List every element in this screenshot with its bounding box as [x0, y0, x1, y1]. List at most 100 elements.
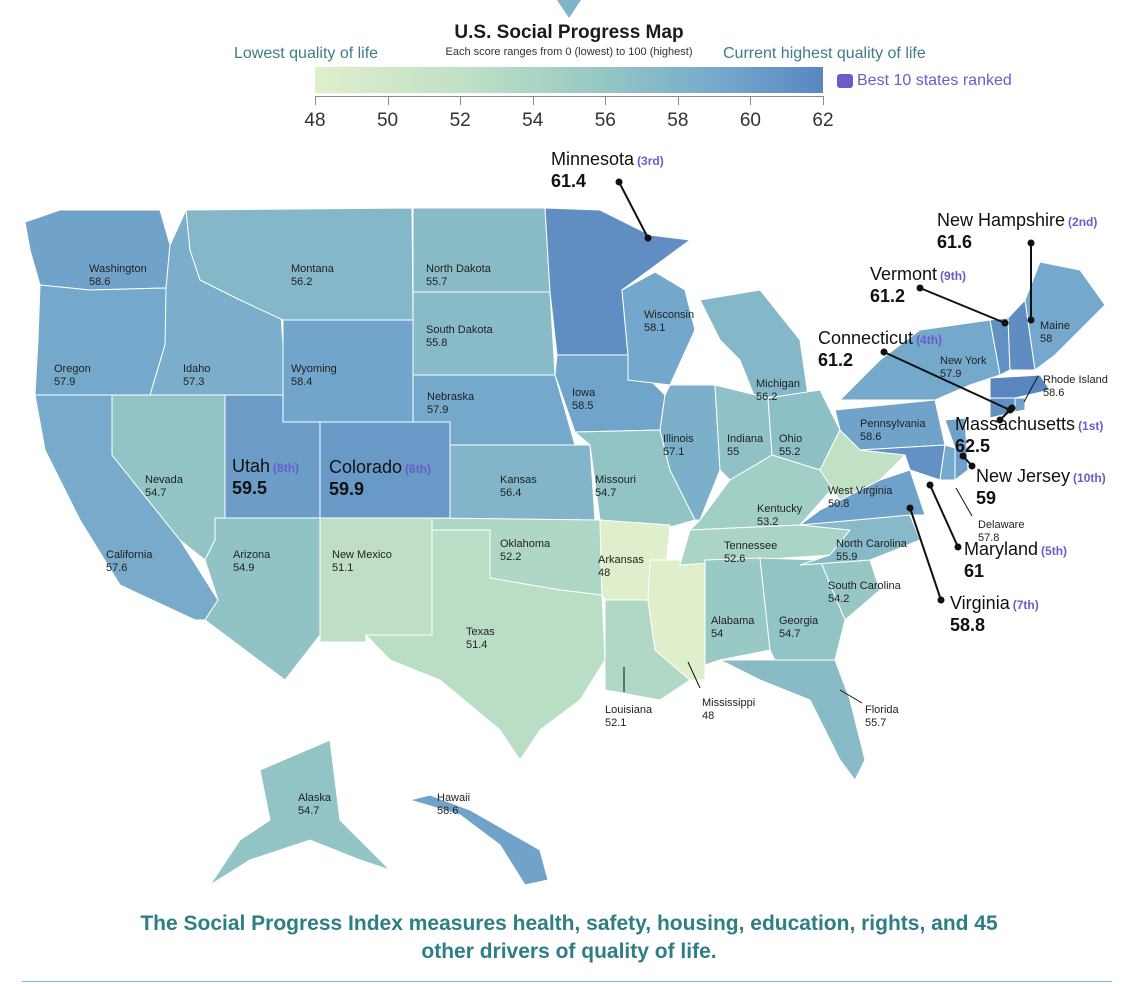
leader-dot [1027, 316, 1035, 324]
state-name: Pennsylvania [860, 418, 926, 430]
ranked-label: Utah (8th) 59.5 [232, 456, 299, 498]
state-label: Kansas 56.4 [500, 474, 537, 499]
state-name: Ohio [779, 433, 802, 445]
state-label: South Dakota 55.8 [426, 324, 494, 349]
state-north-carolina [799, 514, 921, 566]
ranked-label: Colorado (6th) 59.9 [329, 457, 431, 499]
legend-tick-label: 60 [739, 110, 761, 131]
ranked-rank: (7th) [1013, 598, 1039, 612]
legend-low-label: Lowest quality of life [234, 45, 379, 62]
state-score: 54.9 [233, 562, 254, 574]
legend-tick [605, 96, 607, 105]
state-score: 58.5 [572, 400, 593, 412]
state-label: Ohio 55.2 [779, 433, 802, 458]
ranked-state-name: Maryland [964, 539, 1038, 559]
state-score: 54 [711, 628, 723, 640]
ranked-rank: (9th) [940, 269, 966, 283]
state-score: 54.7 [595, 487, 616, 499]
state-name: Michigan [756, 378, 800, 390]
state-score: 52.6 [724, 553, 745, 565]
state-score: 57.9 [940, 368, 961, 380]
state-score: 54.2 [828, 593, 849, 605]
footer-rule [22, 981, 1112, 982]
legend-tick-label: 56 [594, 110, 616, 131]
state-name: Montana [291, 263, 335, 275]
state-name: Indiana [727, 433, 764, 445]
state-name: Nevada [145, 474, 184, 486]
ranked-score: 58.8 [950, 615, 985, 635]
state-name: Georgia [779, 615, 819, 627]
state-score: 58.6 [860, 431, 881, 443]
ranked-rank: (8th) [273, 461, 299, 475]
state-score: 56.2 [756, 391, 777, 403]
ranked-state-name: New Jersey [976, 466, 1070, 486]
state-florida [719, 659, 866, 781]
minor-leader-line [687, 661, 701, 689]
state-label: Tennessee 52.6 [724, 540, 777, 565]
state-name: North Dakota [426, 263, 492, 275]
state-score: 57.9 [54, 376, 75, 388]
leader-dot [880, 348, 888, 356]
legend-tick [750, 96, 752, 105]
state-label: Maine 58 [1040, 320, 1070, 345]
state-label: Alaska 54.7 [298, 792, 332, 817]
state-score: 57.8 [978, 532, 999, 544]
ranked-rank: (6th) [405, 462, 431, 476]
leader-dot [937, 596, 945, 604]
state-score: 55.7 [426, 276, 447, 288]
legend-tick-label: 54 [522, 110, 544, 131]
state-score: 48 [702, 710, 714, 722]
state-label: Kentucky 53.2 [757, 503, 803, 528]
state-montana [185, 207, 414, 321]
state-name: Hawaii [437, 792, 470, 804]
ranked-score: 59 [976, 488, 996, 508]
state-label: South Carolina 54.2 [828, 580, 902, 605]
state-label: Mississippi 48 [702, 697, 755, 722]
legend-tick-label: 62 [812, 110, 834, 131]
state-score: 55.2 [779, 446, 800, 458]
state-score: 51.1 [332, 562, 353, 574]
state-name: Oregon [54, 363, 91, 375]
state-label: Hawaii 58.6 [437, 792, 470, 817]
state-name: Arkansas [598, 554, 644, 566]
state-rhode-island [1014, 397, 1026, 413]
state-name: Kentucky [757, 503, 803, 515]
state-label: North Dakota 55.7 [426, 263, 492, 288]
state-name: Illinois [663, 433, 694, 445]
leader-line [883, 351, 1011, 411]
ranked-score: 61.6 [937, 232, 972, 252]
ranked-rank: (1st) [1078, 419, 1103, 433]
leader-line [919, 287, 1006, 324]
state-score: 54.7 [145, 487, 166, 499]
state-massachusetts [989, 374, 1051, 399]
state-name: Nebraska [427, 391, 475, 403]
state-name: California [106, 549, 153, 561]
state-name: Mississippi [702, 697, 755, 709]
leader-dot [968, 462, 976, 470]
state-label: Wyoming 58.4 [291, 363, 337, 388]
legend-tick [387, 96, 389, 105]
leader-dot [644, 234, 652, 242]
state-name: Alabama [711, 615, 755, 627]
state-label: Iowa 58.5 [572, 387, 596, 412]
state-name: South Dakota [426, 324, 494, 336]
legend-axis [315, 96, 823, 97]
state-maryland [859, 444, 946, 481]
legend-tick [315, 96, 316, 105]
state-new-mexico [319, 517, 433, 643]
state-label: Texas 51.4 [466, 626, 495, 651]
state-wisconsin [621, 271, 696, 386]
ranked-state-name: Massachusetts [955, 414, 1075, 434]
state-label: Oregon 57.9 [54, 363, 91, 388]
state-label: Montana 56.2 [291, 263, 335, 288]
ranked-label: New Jersey (10th) 59 [976, 466, 1106, 508]
state-label: Idaho 57.3 [183, 363, 211, 388]
ranked-rank: (10th) [1073, 471, 1106, 485]
state-score: 55.9 [836, 551, 857, 563]
leader-line [929, 484, 959, 548]
state-name: Kansas [500, 474, 537, 486]
ranked-score: 62.5 [955, 436, 990, 456]
legend-tick-label: 50 [376, 110, 399, 131]
ranked-label: Massachusetts (1st) 62.5 [955, 414, 1103, 456]
